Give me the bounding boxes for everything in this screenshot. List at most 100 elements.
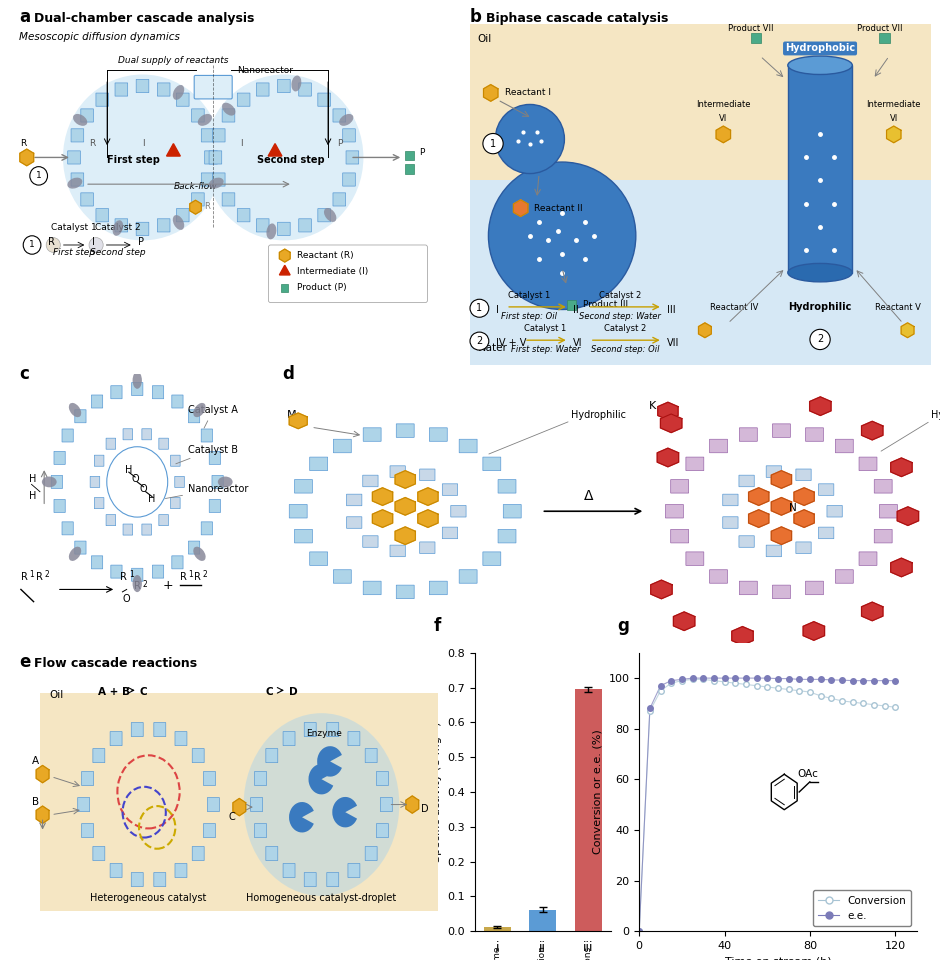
FancyBboxPatch shape [366, 749, 377, 762]
Circle shape [46, 238, 60, 252]
Text: Reactant V: Reactant V [875, 302, 921, 311]
Bar [880, 33, 889, 42]
FancyBboxPatch shape [188, 541, 199, 554]
Text: N: N [790, 503, 797, 514]
FancyBboxPatch shape [175, 476, 184, 488]
Polygon shape [891, 458, 912, 476]
Text: O: O [140, 484, 148, 494]
Text: Catalyst 1: Catalyst 1 [51, 224, 97, 232]
Text: Reactant I: Reactant I [505, 88, 551, 97]
Ellipse shape [324, 208, 337, 222]
Text: Nanoreactor: Nanoreactor [165, 484, 248, 498]
Ellipse shape [73, 114, 87, 126]
Text: Second step: Second step [258, 155, 325, 165]
Text: Hydrophilic: Hydrophilic [789, 301, 852, 311]
FancyBboxPatch shape [827, 506, 842, 517]
FancyBboxPatch shape [483, 552, 501, 565]
Text: B: B [32, 797, 39, 806]
Ellipse shape [222, 103, 235, 115]
Text: Flow cascade reactions: Flow cascade reactions [34, 658, 197, 670]
FancyBboxPatch shape [347, 516, 362, 528]
Ellipse shape [291, 76, 302, 91]
FancyBboxPatch shape [222, 108, 235, 122]
Text: Oil: Oil [49, 690, 63, 700]
FancyBboxPatch shape [363, 428, 381, 442]
FancyBboxPatch shape [205, 151, 217, 164]
Ellipse shape [788, 56, 853, 75]
Polygon shape [372, 488, 393, 505]
Polygon shape [166, 144, 180, 156]
Polygon shape [37, 765, 49, 782]
FancyBboxPatch shape [75, 410, 86, 422]
Bar [529, 910, 556, 931]
FancyBboxPatch shape [710, 569, 728, 584]
X-axis label: Time on stream (h): Time on stream (h) [725, 956, 831, 960]
FancyBboxPatch shape [671, 480, 689, 493]
Text: Product (P): Product (P) [297, 283, 347, 293]
Ellipse shape [42, 476, 56, 488]
FancyBboxPatch shape [318, 93, 331, 107]
Text: Second step: Oil: Second step: Oil [591, 345, 659, 354]
FancyBboxPatch shape [503, 505, 521, 518]
Polygon shape [190, 201, 201, 214]
FancyBboxPatch shape [366, 847, 377, 860]
FancyBboxPatch shape [94, 455, 104, 467]
Text: Catalyst B: Catalyst B [176, 444, 238, 464]
Text: O: O [122, 593, 130, 604]
FancyBboxPatch shape [874, 480, 892, 493]
FancyBboxPatch shape [305, 723, 316, 736]
Text: Biphase cascade catalysis: Biphase cascade catalysis [486, 12, 668, 25]
Polygon shape [772, 497, 791, 516]
Polygon shape [417, 510, 438, 527]
Polygon shape [417, 488, 438, 505]
Polygon shape [862, 602, 883, 621]
FancyBboxPatch shape [159, 515, 168, 526]
FancyBboxPatch shape [283, 863, 295, 877]
FancyBboxPatch shape [154, 873, 165, 886]
FancyBboxPatch shape [193, 847, 204, 860]
Text: Dual supply of reactants: Dual supply of reactants [118, 56, 228, 65]
Ellipse shape [788, 263, 853, 282]
Text: Hydrophobic: Hydrophobic [931, 410, 940, 420]
Polygon shape [657, 448, 679, 467]
Ellipse shape [173, 215, 184, 229]
Polygon shape [395, 527, 415, 544]
Text: A: A [32, 756, 39, 766]
FancyBboxPatch shape [192, 108, 204, 122]
FancyBboxPatch shape [93, 749, 104, 762]
Ellipse shape [194, 546, 206, 561]
Circle shape [30, 167, 48, 185]
FancyBboxPatch shape [836, 569, 854, 584]
FancyBboxPatch shape [132, 873, 143, 886]
Text: R: R [120, 571, 127, 582]
Text: 1: 1 [29, 241, 35, 250]
Text: Homogeneous catalyst-droplet: Homogeneous catalyst-droplet [246, 893, 397, 903]
Circle shape [483, 133, 503, 154]
Text: D: D [290, 687, 298, 697]
Text: R: R [195, 571, 201, 582]
FancyBboxPatch shape [666, 505, 683, 518]
Text: Oil: Oil [477, 35, 492, 44]
Polygon shape [748, 488, 769, 505]
Text: C: C [140, 687, 148, 697]
Circle shape [489, 162, 635, 309]
Text: 1: 1 [29, 570, 34, 579]
Text: Flow cascade reactions: Flow cascade reactions [584, 947, 593, 960]
FancyBboxPatch shape [381, 798, 392, 811]
FancyBboxPatch shape [203, 824, 215, 838]
Ellipse shape [68, 178, 83, 188]
Polygon shape [698, 323, 712, 338]
FancyBboxPatch shape [806, 581, 823, 594]
FancyBboxPatch shape [201, 173, 214, 186]
FancyBboxPatch shape [152, 565, 164, 578]
FancyBboxPatch shape [723, 516, 738, 528]
FancyBboxPatch shape [739, 536, 754, 547]
Polygon shape [803, 622, 824, 640]
Wedge shape [308, 764, 334, 794]
FancyBboxPatch shape [136, 223, 149, 235]
FancyBboxPatch shape [390, 545, 405, 557]
Text: First step: Water: First step: Water [510, 345, 580, 354]
FancyBboxPatch shape [836, 440, 854, 453]
Text: 1: 1 [188, 570, 193, 579]
Ellipse shape [113, 220, 123, 236]
